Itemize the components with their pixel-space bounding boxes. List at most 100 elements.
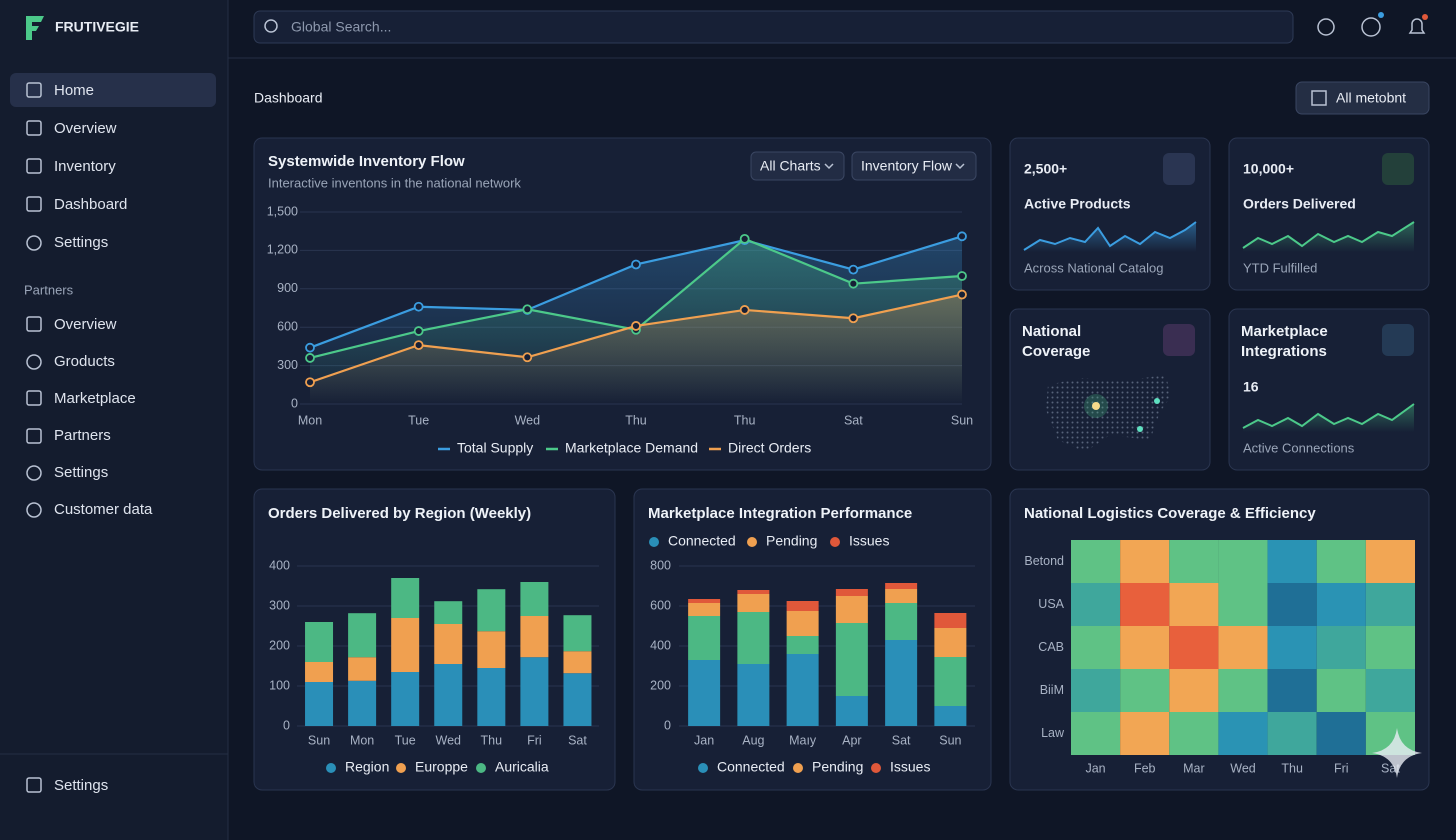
bar-segment — [520, 616, 549, 658]
bar-segment — [305, 662, 334, 682]
point — [739, 233, 750, 244]
heat-cell — [1120, 626, 1170, 669]
settings-icon[interactable] — [1317, 18, 1335, 36]
heat-cell — [1071, 583, 1121, 626]
bar-segment — [737, 612, 770, 664]
x-tick-label: Thu — [481, 733, 503, 747]
bar-segment — [348, 657, 377, 681]
bell-badge — [1422, 14, 1428, 20]
nav-item[interactable]: Overview — [54, 316, 117, 333]
legend-label: Europpe — [415, 759, 468, 775]
y-tick-label: 0 — [291, 396, 298, 410]
heat-cell — [1218, 669, 1268, 712]
heat-cell — [1071, 626, 1121, 669]
heat-cell — [1120, 540, 1170, 583]
stat-icon — [1382, 153, 1414, 185]
heat-cell — [1316, 540, 1366, 583]
heat-cell — [1316, 583, 1366, 626]
x-tick-label: Jan — [1085, 761, 1105, 775]
heat-cell — [1316, 669, 1366, 712]
legend-label: Auricalia — [495, 759, 549, 775]
heat-cell — [1218, 540, 1268, 583]
bar-segment — [786, 654, 819, 726]
point — [957, 271, 967, 281]
search-placeholder[interactable]: Global Search... — [291, 19, 391, 35]
dropdown[interactable] — [851, 151, 977, 181]
dropdown[interactable] — [750, 151, 845, 181]
y-tick-label: 100 — [269, 678, 290, 692]
bar-segment — [688, 599, 721, 603]
heat-cell — [1267, 583, 1317, 626]
y-tick-label: 300 — [277, 358, 298, 372]
bar-segment — [477, 589, 506, 632]
sparkle — [1372, 728, 1422, 778]
heat-cell — [1169, 669, 1219, 712]
stat-label: Active Products — [1024, 196, 1131, 212]
heat-cell — [1267, 540, 1317, 583]
nav-item[interactable]: Marketplace — [54, 390, 136, 407]
page-button[interactable] — [1295, 81, 1430, 115]
legend-label: Issues — [849, 533, 889, 549]
nav-item[interactable]: Dashboard — [54, 196, 127, 213]
nav-item[interactable]: Settings — [54, 777, 108, 794]
y-tick-label: 400 — [650, 638, 671, 652]
y-tick-label: 0 — [664, 718, 671, 732]
nav-item[interactable]: Partners — [54, 427, 111, 444]
dropdown-label[interactable]: All Charts — [760, 158, 821, 174]
x-tick-label: Sat — [844, 413, 863, 427]
legend-label: Total Supply — [457, 440, 533, 456]
point — [631, 259, 641, 270]
heat-cell — [1120, 712, 1170, 755]
heat-cell — [1120, 669, 1170, 712]
x-tick-label: Fri — [1334, 761, 1349, 775]
chart-title: Marketplace Integration Performance — [648, 505, 912, 522]
x-tick-label: Thu — [625, 413, 647, 427]
bar-segment — [688, 603, 721, 616]
map-point — [1137, 426, 1143, 432]
y-tick-label: 200 — [269, 638, 290, 652]
nav-item[interactable]: Home — [54, 82, 94, 99]
bar-segment — [477, 668, 506, 726]
stat-label-box: Marketplace Integrations — [1241, 323, 1328, 360]
legend-label: Pending — [766, 533, 817, 549]
nav-item[interactable]: Overview — [54, 120, 117, 137]
heat-cell — [1169, 540, 1219, 583]
heat-cell — [1071, 540, 1121, 583]
x-tick-label: Wed — [515, 413, 541, 427]
stat-label: Orders Delivered — [1243, 196, 1356, 212]
bar-segment — [737, 664, 770, 726]
bar-segment — [786, 636, 819, 654]
x-tick-label: Thu — [734, 413, 756, 427]
heat-cell — [1365, 583, 1415, 626]
bar-segment — [434, 624, 463, 664]
page-button-label[interactable]: All metobnt — [1336, 90, 1406, 106]
stat-caption: Active Connections — [1243, 440, 1355, 455]
nav-active — [10, 73, 216, 107]
search-box[interactable] — [253, 10, 1294, 44]
dropdown-label[interactable]: Inventory Flow — [861, 158, 953, 174]
sparkline-area — [1243, 404, 1414, 432]
point — [305, 342, 315, 353]
x-tick-label: Aug — [742, 733, 764, 747]
nav-item[interactable]: Settings — [54, 464, 108, 481]
legend-swatch — [747, 537, 757, 547]
bar-segment — [786, 601, 819, 611]
help-icon[interactable] — [1361, 17, 1381, 37]
nav-item[interactable]: Groducts — [54, 353, 115, 370]
bell-icon[interactable] — [1408, 18, 1426, 34]
nav-item[interactable]: Settings — [54, 234, 108, 251]
nav-item[interactable]: Customer data — [54, 501, 153, 518]
point — [848, 313, 859, 324]
bar-segment — [563, 651, 592, 674]
bar-segment — [391, 618, 420, 672]
bar-segment — [737, 594, 770, 612]
legend-swatch — [476, 763, 486, 773]
sparkline — [1023, 221, 1197, 251]
x-tick-label: Wed — [1230, 761, 1256, 775]
legend-label: Marketplace Demand — [565, 440, 698, 456]
map-point — [1092, 402, 1100, 410]
y-tick-label: USA — [1038, 597, 1064, 611]
nav-item[interactable]: Inventory — [54, 158, 116, 175]
heat-cell — [1267, 712, 1317, 755]
